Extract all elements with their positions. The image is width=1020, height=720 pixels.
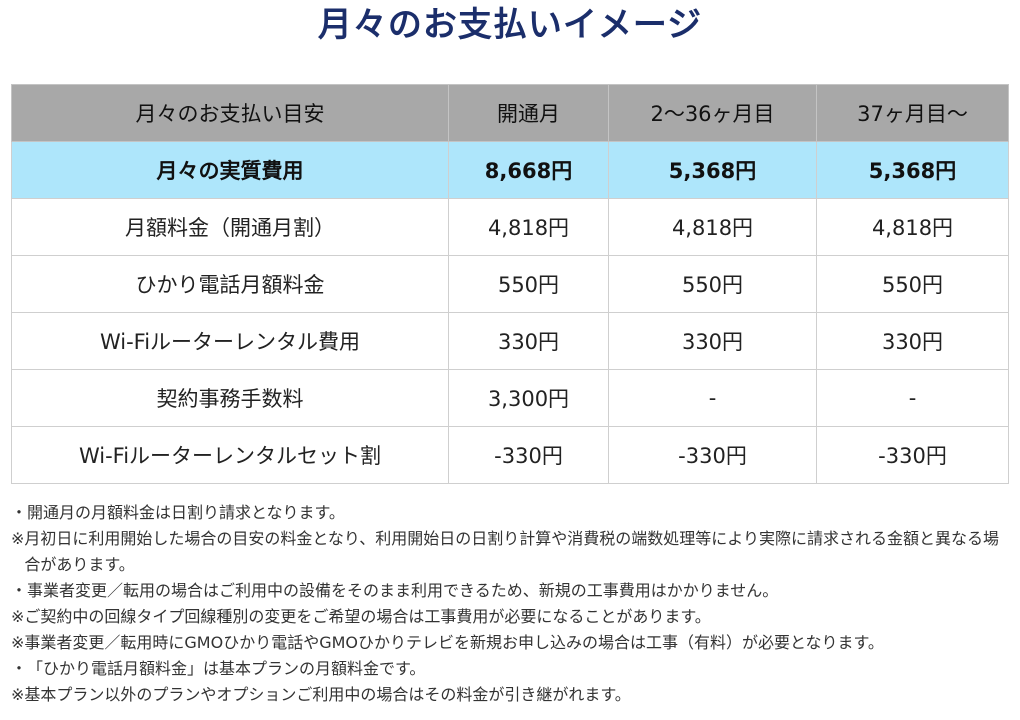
table-row: 月額料金（開通月割） 4,818円 4,818円 4,818円	[11, 198, 1009, 256]
table-cell: 330円	[816, 312, 1009, 370]
note-text: 開通月の月額料金は日割り請求となります。	[27, 503, 345, 522]
note-text: 月初日に利用開始した場合の目安の料金となり、利用開始日の日割り計算や消費税の端数…	[24, 529, 999, 574]
table-cell: -330円	[448, 426, 609, 484]
row-label: ひかり電話月額料金	[11, 255, 449, 313]
note-mark: ※	[11, 529, 25, 548]
note-item: ※ 月初日に利用開始した場合の目安の料金となり、利用開始日の日割り計算や消費税の…	[11, 526, 1011, 578]
notes-list: ・ 開通月の月額料金は日割り請求となります。 ※ 月初日に利用開始した場合の目安…	[11, 500, 1011, 708]
note-mark: ※	[11, 633, 25, 652]
note-text: 基本プラン以外のプランやオプションご利用中の場合はその料金が引き継がれます。	[24, 685, 631, 704]
note-mark: ・	[11, 503, 28, 522]
table-cell: 5,368円	[608, 141, 817, 199]
note-mark: ・	[11, 659, 28, 678]
table-cell: 3,300円	[448, 369, 609, 427]
table-row: Wi-Fiルーターレンタルセット割 -330円 -330円 -330円	[11, 426, 1009, 484]
table-row: 契約事務手数料 3,300円 - -	[11, 369, 1009, 427]
note-text: 「ひかり電話月額料金」は基本プランの月額料金です。	[27, 659, 426, 678]
table-cell: 8,668円	[448, 141, 609, 199]
payment-table: 月々のお支払い目安 開通月 2〜36ヶ月目 37ヶ月目〜 月々の実質費用 8,6…	[11, 84, 1009, 484]
table-header-row: 月々のお支払い目安 開通月 2〜36ヶ月目 37ヶ月目〜	[11, 84, 1009, 142]
table-cell: -	[816, 369, 1009, 427]
table-cell: -330円	[608, 426, 817, 484]
row-label: 月々の実質費用	[11, 141, 449, 199]
table-row: ひかり電話月額料金 550円 550円 550円	[11, 255, 1009, 313]
note-item: ・ 事業者変更／転用の場合はご利用中の設備をそのまま利用できるため、新規の工事費…	[11, 578, 1011, 604]
header-cell-guide: 月々のお支払い目安	[11, 84, 449, 142]
table-cell: 5,368円	[816, 141, 1009, 199]
table-cell: 4,818円	[816, 198, 1009, 256]
row-label: 契約事務手数料	[11, 369, 449, 427]
table-cell: 550円	[816, 255, 1009, 313]
note-item: ・ 開通月の月額料金は日割り請求となります。	[11, 500, 1011, 526]
table-cell: 4,818円	[608, 198, 817, 256]
row-label: Wi-Fiルーターレンタルセット割	[11, 426, 449, 484]
note-item: ※ 事業者変更／転用時にGMOひかり電話やGMOひかりテレビを新規お申し込みの場…	[11, 630, 1011, 656]
table-cell: 330円	[608, 312, 817, 370]
table-cell: 4,818円	[448, 198, 609, 256]
header-cell-month-37-plus: 37ヶ月目〜	[816, 84, 1009, 142]
row-label: Wi-Fiルーターレンタル費用	[11, 312, 449, 370]
effective-cost-row: 月々の実質費用 8,668円 5,368円 5,368円	[11, 141, 1009, 199]
note-mark: ※	[11, 607, 25, 626]
note-text: 事業者変更／転用の場合はご利用中の設備をそのまま利用できるため、新規の工事費用は…	[27, 581, 779, 600]
table-cell: 330円	[448, 312, 609, 370]
note-item: ※ 基本プラン以外のプランやオプションご利用中の場合はその料金が引き継がれます。	[11, 682, 1011, 708]
header-cell-month-2-36: 2〜36ヶ月目	[608, 84, 817, 142]
table-row: Wi-Fiルーターレンタル費用 330円 330円 330円	[11, 312, 1009, 370]
row-label: 月額料金（開通月割）	[11, 198, 449, 256]
table-cell: -330円	[816, 426, 1009, 484]
note-item: ・ 「ひかり電話月額料金」は基本プランの月額料金です。	[11, 656, 1011, 682]
table-cell: 550円	[448, 255, 609, 313]
note-text: 事業者変更／転用時にGMOひかり電話やGMOひかりテレビを新規お申し込みの場合は…	[24, 633, 884, 652]
note-text: ご契約中の回線タイプ回線種別の変更をご希望の場合は工事費用が必要になることがあり…	[24, 607, 711, 626]
note-mark: ※	[11, 685, 25, 704]
note-mark: ・	[11, 581, 28, 600]
note-item: ※ ご契約中の回線タイプ回線種別の変更をご希望の場合は工事費用が必要になることが…	[11, 604, 1011, 630]
table-cell: -	[608, 369, 817, 427]
header-cell-first-month: 開通月	[448, 84, 609, 142]
page-title: 月々のお支払いイメージ	[317, 5, 703, 45]
table-cell: 550円	[608, 255, 817, 313]
